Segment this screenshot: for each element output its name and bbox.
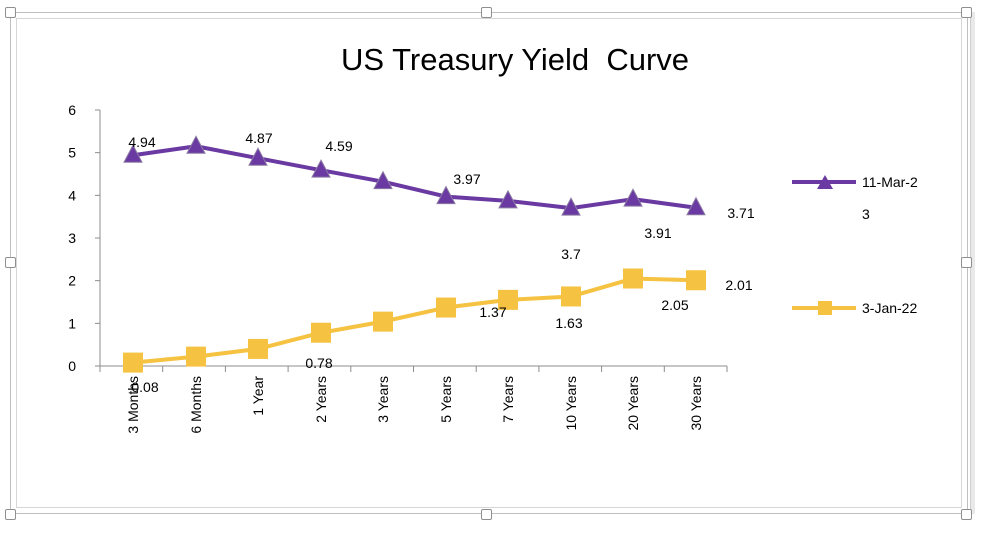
series-1-triangle-marker[interactable] xyxy=(686,196,706,216)
series-1-triangle-marker[interactable] xyxy=(561,197,581,216)
x-tick-label: 10 Years xyxy=(563,376,579,431)
chart-title: US Treasury Yield Curve xyxy=(340,42,690,77)
data-label: 0.78 xyxy=(305,355,332,371)
legend-triangle-marker-icon xyxy=(817,175,833,189)
y-tick-label: 5 xyxy=(68,145,76,161)
data-label: 2.01 xyxy=(725,277,752,293)
legend-label-series-2: 3-Jan-22 xyxy=(862,300,918,316)
x-tick-label: 2 Years xyxy=(313,376,329,423)
data-label: 1.37 xyxy=(479,304,506,320)
data-label: 3.97 xyxy=(453,171,480,187)
series-1-triangle-marker[interactable] xyxy=(311,159,331,178)
resize-handle-middle-right[interactable] xyxy=(961,257,972,268)
series-2-square-marker[interactable] xyxy=(686,270,706,291)
data-label: 0.08 xyxy=(131,379,158,395)
data-label: 4.59 xyxy=(325,138,352,154)
resize-handle-middle-left[interactable] xyxy=(5,257,16,268)
x-tick-label: 5 Years xyxy=(438,376,454,423)
series-2-square-marker[interactable] xyxy=(373,311,393,332)
data-label: 1.63 xyxy=(555,315,582,331)
series-line-2 xyxy=(131,276,698,365)
resize-handle-top-center[interactable] xyxy=(481,7,492,18)
y-tick-label: 4 xyxy=(68,187,76,203)
series-1-triangle-marker[interactable] xyxy=(186,135,206,154)
y-tick-label: 3 xyxy=(68,230,76,246)
resize-handle-top-left[interactable] xyxy=(5,7,16,18)
y-tick-label: 6 xyxy=(68,102,76,118)
x-tick-label: 3 Months xyxy=(125,376,141,434)
legend-label-series-1: 11-Mar-23 xyxy=(862,174,918,222)
series-1-triangle-marker[interactable] xyxy=(373,170,393,190)
series-1-triangle-marker[interactable] xyxy=(498,189,518,209)
resize-handle-bottom-center[interactable] xyxy=(481,509,492,520)
y-tick-label: 0 xyxy=(68,358,76,374)
series-2-square-marker[interactable] xyxy=(123,352,143,373)
data-label: 2.05 xyxy=(661,297,688,313)
series-line-1 xyxy=(131,144,698,211)
y-tick-label: 2 xyxy=(68,273,76,289)
series-1-triangle-marker[interactable] xyxy=(436,185,456,205)
series-1-triangle-marker[interactable] xyxy=(248,147,268,166)
data-label: 3.7 xyxy=(561,246,581,262)
legend-square-marker-icon xyxy=(818,301,832,315)
data-label: 4.87 xyxy=(245,130,272,146)
data-label: 3.91 xyxy=(644,225,671,241)
resize-handle-bottom-right[interactable] xyxy=(961,509,972,520)
resize-handle-top-right[interactable] xyxy=(961,7,972,18)
series-2-square-marker[interactable] xyxy=(561,286,581,307)
x-tick-label: 1 Year xyxy=(250,376,266,416)
resize-handle-bottom-left[interactable] xyxy=(5,509,16,520)
series-1-triangle-marker[interactable] xyxy=(123,144,143,163)
x-tick-label: 20 Years xyxy=(625,376,641,431)
x-tick-label: 6 Months xyxy=(188,376,204,434)
series-2-square-marker[interactable] xyxy=(623,268,643,289)
series-2-square-marker[interactable] xyxy=(248,338,268,359)
series-2-square-marker[interactable] xyxy=(186,346,206,367)
data-label: 3.71 xyxy=(727,205,754,221)
x-tick-label: 3 Years xyxy=(375,376,391,423)
y-tick-label: 1 xyxy=(68,315,76,331)
series-2-square-marker[interactable] xyxy=(311,322,331,343)
x-tick-label: 7 Years xyxy=(500,376,516,423)
x-tick-label: 30 Years xyxy=(688,376,704,431)
series-2-square-marker[interactable] xyxy=(436,297,456,318)
data-label: 4.94 xyxy=(128,134,155,150)
series-2-square-marker[interactable] xyxy=(498,289,518,310)
series-1-triangle-marker[interactable] xyxy=(623,188,643,207)
